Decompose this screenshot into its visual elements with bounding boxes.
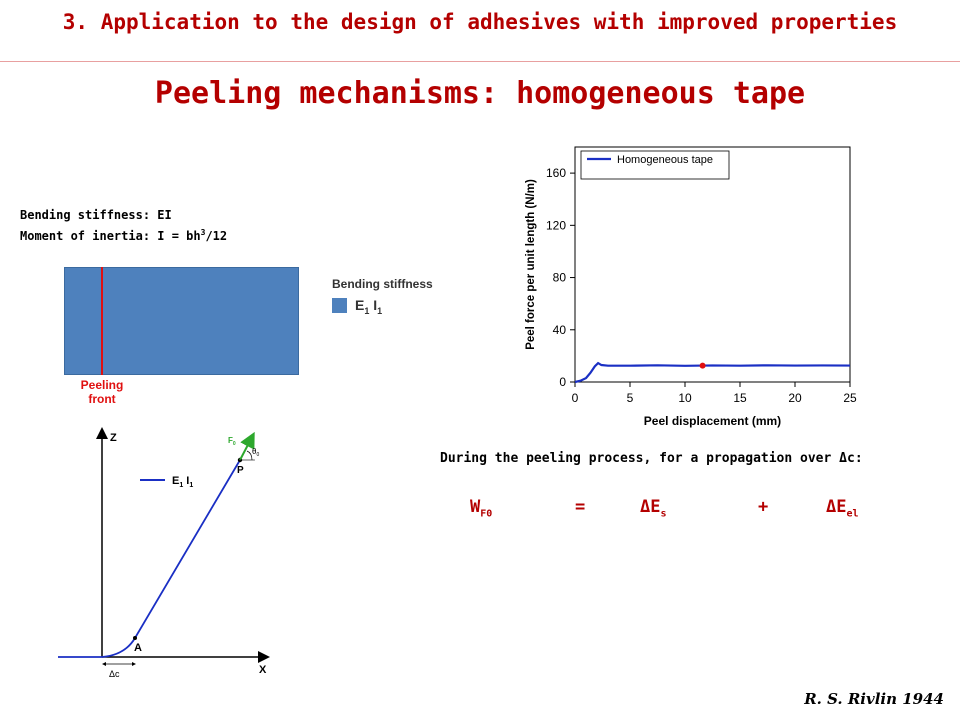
- geometry-legend-I-sub: 1: [189, 482, 193, 489]
- y-axis-title: Peel force per unit length (N/m): [525, 179, 537, 350]
- tape-legend-E-sub: 1: [364, 305, 370, 316]
- angle-symbol: θ: [252, 447, 257, 456]
- angle-label: θ0: [252, 447, 259, 458]
- tape-legend-E: E: [355, 297, 365, 313]
- x-axis-title: Peel displacement (mm): [644, 414, 781, 428]
- eq-work-symbol: W: [470, 497, 481, 517]
- tape-legend-I-sub: 1: [377, 305, 383, 316]
- legend-box: [580, 150, 730, 180]
- eq-surface-energy-term: ΔEs: [640, 497, 667, 519]
- delta-c-label: Δc: [109, 669, 120, 679]
- definition-lines: Bending stiffness: EI Moment of inertia:…: [20, 207, 227, 245]
- eq-work-subscript: F0: [480, 508, 493, 520]
- eq-elastic-energy-symbol: ΔE: [826, 497, 847, 517]
- geometry-legend-I: I: [183, 475, 189, 487]
- delta-c-arrowhead-right: [132, 662, 136, 666]
- tape-legend-title: Bending stiffness: [332, 277, 433, 291]
- geometry-legend-label: E1 I1: [172, 475, 193, 489]
- x-tick-label: 25: [843, 391, 857, 405]
- y-tick-label: 160: [546, 166, 566, 180]
- moment-exponent: 3: [200, 228, 206, 237]
- x-tick-label: 0: [572, 391, 579, 405]
- x-tick-label: 15: [733, 391, 747, 405]
- y-tick-label: 80: [553, 271, 567, 285]
- peeling-front-line: [101, 267, 103, 375]
- current-point-marker: [699, 362, 706, 369]
- peeling-front-label-line: front: [88, 392, 116, 406]
- x-axis-label: X: [259, 664, 267, 676]
- x-tick-label: 5: [627, 391, 634, 405]
- force-arrow: [239, 431, 255, 461]
- peeling-front-label-line: Peeling: [80, 378, 124, 392]
- y-tick-label: 40: [553, 323, 567, 337]
- peeling-process-description: During the peeling process, for a propag…: [440, 451, 863, 466]
- eq-plus-sign: +: [758, 497, 769, 517]
- slide-title: Peeling mechanisms: homogeneous tape: [154, 76, 806, 111]
- peel-force-chart: 0 5 10 15 20 25 0 40 80 120 160 Peel displacement (…: [525, 146, 857, 428]
- force-label: F0: [228, 436, 236, 447]
- point-a-label: A: [134, 642, 142, 654]
- series-line: [574, 361, 851, 384]
- plot-frame: [574, 146, 851, 383]
- header-title: 3. Application to the design of adhesive…: [62, 10, 898, 34]
- tape-legend-swatch: [332, 298, 347, 313]
- tape-curve: [58, 459, 241, 658]
- header-divider: [0, 61, 960, 62]
- eq-elastic-energy-term: ΔEel: [826, 497, 859, 519]
- legend-label: Homogeneous tape: [617, 154, 713, 166]
- force-symbol: F: [228, 436, 233, 445]
- peeling-front-label: Peeling front: [72, 378, 132, 406]
- peel-geometry-diagram: Z X A P F0 θ0 E1 I1 Δc: [58, 427, 270, 679]
- y-tick-label: 120: [546, 218, 566, 232]
- geometry-legend-E-sub: 1: [179, 482, 183, 489]
- geometry-legend-E: E: [172, 475, 179, 487]
- z-axis-label: Z: [110, 432, 117, 444]
- tape-legend-label: E1 I1: [355, 297, 382, 316]
- x-tick-label: 10: [678, 391, 692, 405]
- moment-prefix: Moment of inertia: I = bh: [20, 229, 201, 243]
- tape-rectangle: [64, 267, 299, 375]
- eq-surface-energy-symbol: ΔE: [640, 497, 661, 517]
- moment-suffix: /12: [205, 229, 228, 243]
- tape-legend-I: I: [369, 297, 378, 313]
- eq-elastic-energy-subscript: el: [846, 508, 859, 520]
- eq-equals-sign: =: [575, 497, 586, 517]
- bending-stiffness-line: Bending stiffness: EI: [20, 208, 172, 222]
- y-tick-label: 0: [559, 375, 566, 389]
- point-p-label: P: [237, 465, 244, 476]
- angle-subscript: 0: [256, 452, 259, 458]
- eq-work-term: WF0: [470, 497, 492, 519]
- delta-c-arrowhead-left: [102, 662, 106, 666]
- point-a-marker: [133, 636, 137, 640]
- moment-of-inertia-line: Moment of inertia: I = bh3/12: [20, 224, 227, 245]
- x-tick-label: 20: [788, 391, 802, 405]
- eq-surface-energy-subscript: s: [660, 508, 667, 520]
- angle-arc: [246, 450, 253, 461]
- citation: R. S. Rivlin 1944: [804, 690, 944, 708]
- force-subscript: 0: [233, 441, 236, 447]
